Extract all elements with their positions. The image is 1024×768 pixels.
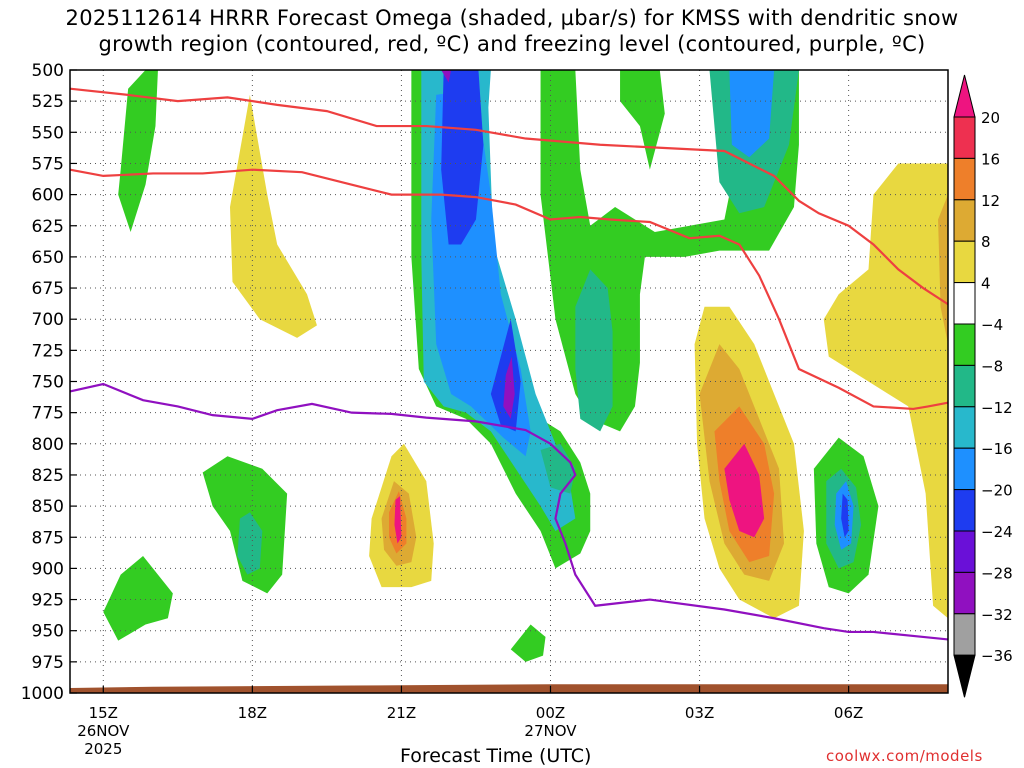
colorbar-swatch [953,613,976,656]
y-tick-label: 550 [32,123,64,143]
omega-region-16 [237,512,263,575]
colorbar-label: 8 [981,233,991,251]
colorbar-label: −16 [981,440,1013,458]
colorbar-swatch [953,323,976,366]
omega-region-6 [103,555,173,641]
colorbar-swatch [953,282,976,325]
omega-region-10 [441,70,484,245]
x-tick-label: 06Z [834,704,863,722]
colorbar-label: −20 [981,482,1013,500]
colorbar-top-arrow [953,74,976,118]
colorbar-swatch [953,406,976,449]
y-tick-label: 975 [32,653,64,673]
colorbar-swatch [953,571,976,615]
colorbar-label: −12 [981,399,1013,417]
x-tick-label: 18Z [238,704,267,722]
colorbar-swatch [953,447,976,491]
omega-region-30 [394,496,402,544]
omega-shading-layer [103,70,948,662]
colorbar-label: −36 [981,647,1013,665]
omega-region-31 [823,163,948,619]
freezing-level-contour-0 [69,382,949,641]
x-tick-sublabel: 2025 [84,740,122,758]
y-tick-label: 675 [32,279,64,299]
y-tick-label: 500 [32,61,64,81]
omega-region-4 [620,70,665,170]
x-tick-label: 15Z [89,704,118,722]
chart-title-line-2: growth region (contoured, red, ºC) and f… [98,32,926,56]
y-tick-label: 625 [32,217,64,237]
y-tick-label: 775 [32,404,64,424]
y-tick-label: 750 [32,373,64,393]
freezing-level-contours [69,382,949,641]
omega-region-14 [575,269,613,432]
y-tick-label: 825 [32,466,64,486]
y-tick-label: 575 [32,154,64,174]
colorbar-swatch [953,116,976,159]
y-tick-label: 800 [32,435,64,455]
credit-link[interactable]: coolwx.com/models [826,747,983,765]
dendritic-contour-0 [69,87,949,306]
ground-strip [70,684,948,693]
x-tick-sublabel: 27NOV [524,722,577,740]
ground-fill [70,684,948,693]
colorbar-label: −24 [981,523,1013,541]
y-tick-label: 900 [32,559,64,579]
colorbar-label: −32 [981,606,1013,624]
chart-title-line-1: 2025112614 HRRR Forecast Omega (shaded, … [65,6,959,30]
y-tick-label: 725 [32,341,64,361]
x-tick-label: 03Z [685,704,714,722]
colorbar-label: −4 [981,316,1003,334]
colorbar-label: 4 [981,275,991,293]
colorbar-swatch [953,364,976,408]
y-tick-label: 700 [32,310,64,330]
omega-region-12 [503,356,515,419]
x-axis-title: Forecast Time (UTC) [400,745,592,767]
x-tick-label: 21Z [387,704,416,722]
y-tick-label: 925 [32,591,64,611]
x-tick-sublabel: 26NOV [77,722,130,740]
colorbar-swatch [953,240,976,284]
colorbar: 20 16 12 8 4 −4 −8 −12 −16 −20 −24 −28 −32 −36 [953,74,1013,698]
omega-region-32 [938,194,948,345]
colorbar-swatch [953,199,976,242]
colorbar-label: 20 [981,109,1000,127]
colorbar-label: −28 [981,564,1013,582]
omega-region-15 [540,443,576,494]
y-tick-label: 850 [32,497,64,517]
y-tick-label: 1000 [21,684,64,704]
dendritic-growth-contours [69,87,949,411]
colorbar-bottom-arrow [953,654,976,698]
y-tick-label: 875 [32,528,64,548]
y-tick-label: 650 [32,248,64,268]
omega-region-18 [729,70,775,158]
y-tick-label: 600 [32,186,64,206]
omega-region-7 [510,624,546,662]
omega-region-1 [229,94,317,338]
omega-region-13 [441,70,452,83]
dendritic-contour-1 [69,168,949,411]
colorbar-swatch [953,530,976,573]
colorbar-swatch [953,489,976,532]
omega-region-26 [841,493,849,538]
colorbar-label: 16 [981,150,1000,168]
colorbar-label: 12 [981,192,1000,210]
colorbar-label: −8 [981,357,1003,375]
x-tick-label: 00Z [536,704,565,722]
colorbar-swatch [953,157,976,201]
y-axis: 500 525 550 575 600 625 650 675 700 725 750 775 800 8… [21,61,77,704]
y-tick-label: 525 [32,92,64,112]
omega-region-22 [724,443,765,538]
omega-region-0 [118,70,158,232]
y-tick-label: 950 [32,622,64,642]
